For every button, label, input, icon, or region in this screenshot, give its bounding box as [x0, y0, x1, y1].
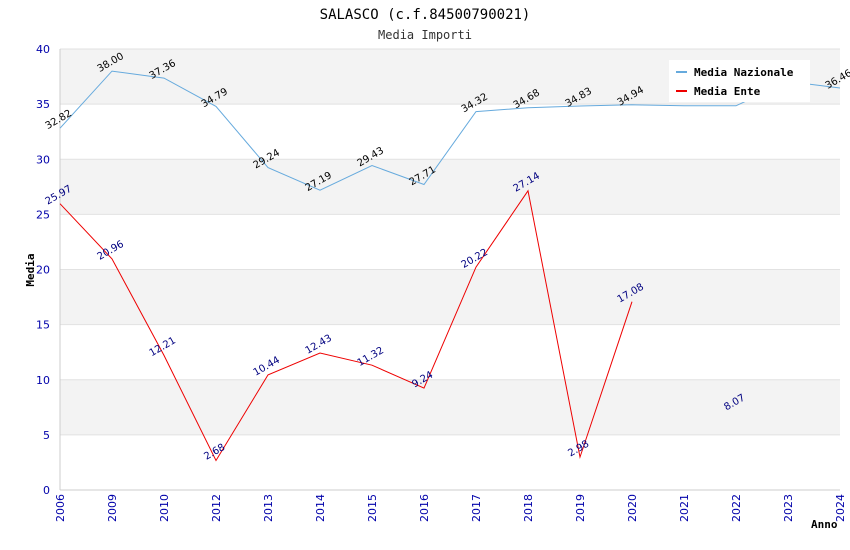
x-axis-label: Anno — [811, 518, 838, 531]
y-tick-label: 20 — [36, 264, 50, 277]
x-tick-label: 2009 — [106, 494, 119, 522]
chart-gridlines — [59, 48, 840, 491]
y-tick-label: 40 — [36, 43, 50, 56]
x-tick-label: 2020 — [626, 494, 639, 522]
x-tick-label: 2016 — [418, 494, 431, 522]
y-tick-label: 10 — [36, 374, 50, 387]
background-band — [60, 214, 840, 270]
background-band — [60, 104, 840, 160]
background-band — [60, 434, 840, 490]
x-tick-label: 2019 — [574, 494, 587, 522]
chart-subtitle: Media Importi — [378, 28, 472, 42]
legend-label-media-nazionale: Media Nazionale — [694, 66, 794, 79]
y-tick-label: 15 — [36, 319, 50, 332]
y-tick-label: 25 — [36, 208, 50, 221]
x-tick-label: 2022 — [730, 494, 743, 522]
y-tick-label: 5 — [43, 429, 50, 442]
x-axis-ticks: 2006 2009 2010 2012 2013 2014 2015 2016 2017 2018… — [54, 494, 847, 522]
y-tick-label: 30 — [36, 153, 50, 166]
series-lines — [59, 70, 841, 462]
legend-box — [669, 60, 810, 102]
x-tick-label: 2018 — [522, 494, 535, 522]
y-axis-label: Media — [24, 253, 37, 286]
x-tick-label: 2024 — [834, 494, 847, 522]
legend: Media Nazionale Media Ente — [669, 60, 810, 102]
y-tick-label: 0 — [43, 484, 50, 497]
x-tick-label: 2012 — [210, 494, 223, 522]
x-tick-label: 2015 — [366, 494, 379, 522]
series-line-media-nazionale — [59, 70, 841, 191]
background-band — [60, 324, 840, 380]
x-tick-label: 2006 — [54, 494, 67, 522]
chart-title: SALASCO (c.f.84500790021) — [320, 7, 531, 23]
x-tick-label: 2017 — [470, 494, 483, 522]
background-band — [60, 159, 840, 215]
x-tick-label: 2010 — [158, 494, 171, 522]
legend-label-media-ente: Media Ente — [694, 85, 761, 98]
background-band — [60, 269, 840, 325]
x-tick-label: 2021 — [678, 494, 691, 522]
x-tick-label: 2023 — [782, 494, 795, 522]
series-line-media-ente — [59, 189, 633, 462]
x-tick-label: 2014 — [314, 494, 327, 522]
background-band — [60, 379, 840, 435]
x-tick-label: 2013 — [262, 494, 275, 522]
y-tick-label: 35 — [36, 98, 50, 111]
y-axis-ticks: 0 5 10 15 20 25 30 35 40 — [36, 43, 50, 497]
chart-background-bands — [60, 49, 840, 490]
